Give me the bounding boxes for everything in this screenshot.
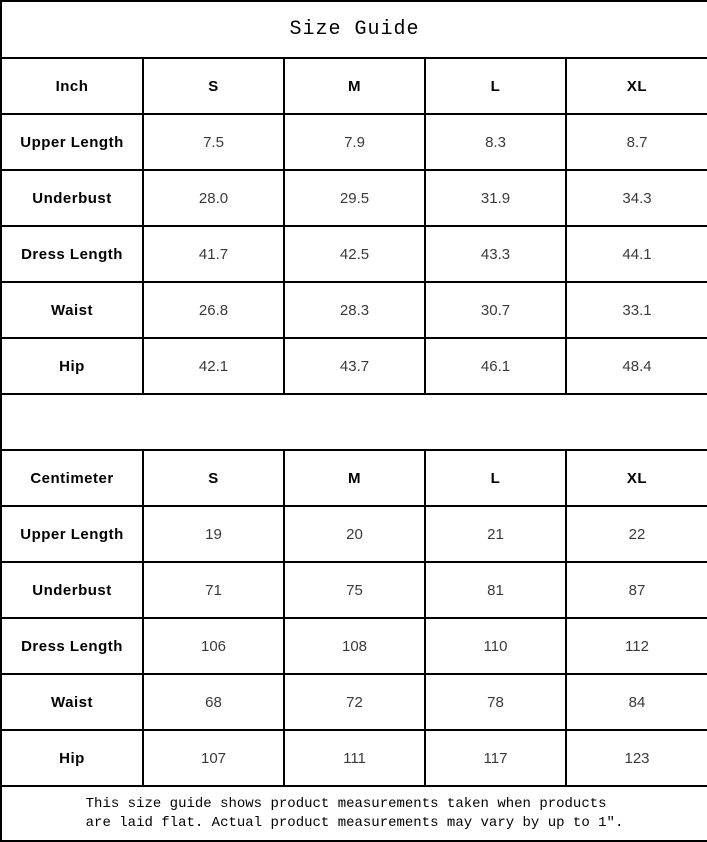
inch-waist-s: 26.8 xyxy=(142,281,285,339)
inch-size-header-l: L xyxy=(424,57,567,115)
cm-hip-l: 117 xyxy=(424,729,567,787)
cm-upper-length-s: 19 xyxy=(142,505,285,563)
cm-hip-m: 111 xyxy=(283,729,426,787)
table-row: Waist 68 72 78 84 xyxy=(0,673,707,731)
inch-size-header-xl: XL xyxy=(565,57,707,115)
inch-dress-length-m: 42.5 xyxy=(283,225,426,283)
cm-waist-xl: 84 xyxy=(565,673,707,731)
cm-size-header-xl: XL xyxy=(565,449,707,507)
cm-underbust-l: 81 xyxy=(424,561,567,619)
cm-waist-m: 72 xyxy=(283,673,426,731)
cm-upper-length-xl: 22 xyxy=(565,505,707,563)
page-title: Size Guide xyxy=(0,0,707,59)
spacer-cell xyxy=(0,393,707,451)
cm-upper-length-m: 20 xyxy=(283,505,426,563)
cm-size-header-m: M xyxy=(283,449,426,507)
cm-dress-length-s: 106 xyxy=(142,617,285,675)
cm-dress-length-xl: 112 xyxy=(565,617,707,675)
footer-note-cell: This size guide shows product measuremen… xyxy=(0,785,707,842)
cm-upper-length-l: 21 xyxy=(424,505,567,563)
table-row: Underbust 71 75 81 87 xyxy=(0,561,707,619)
cm-hip-s: 107 xyxy=(142,729,285,787)
cm-row-label-underbust: Underbust xyxy=(0,561,144,619)
inch-hip-xl: 48.4 xyxy=(565,337,707,395)
cm-size-header-l: L xyxy=(424,449,567,507)
inch-waist-xl: 33.1 xyxy=(565,281,707,339)
inch-row-label-upper-length: Upper Length xyxy=(0,113,144,171)
spacer-row xyxy=(0,393,707,451)
table-row: Dress Length 106 108 110 112 xyxy=(0,617,707,675)
table-row: Waist 26.8 28.3 30.7 33.1 xyxy=(0,281,707,339)
inch-row-label-waist: Waist xyxy=(0,281,144,339)
cm-dress-length-m: 108 xyxy=(283,617,426,675)
footer-note-line1: This size guide shows product measuremen… xyxy=(85,795,607,812)
inch-underbust-xl: 34.3 xyxy=(565,169,707,227)
inch-row-label-hip: Hip xyxy=(0,337,144,395)
cm-row-label-upper-length: Upper Length xyxy=(0,505,144,563)
inch-size-header-s: S xyxy=(142,57,285,115)
cm-waist-s: 68 xyxy=(142,673,285,731)
cm-underbust-s: 71 xyxy=(142,561,285,619)
cm-unit-header: Centimeter xyxy=(0,449,144,507)
inch-upper-length-xl: 8.7 xyxy=(565,113,707,171)
inch-underbust-m: 29.5 xyxy=(283,169,426,227)
cm-hip-xl: 123 xyxy=(565,729,707,787)
inch-row-label-dress-length: Dress Length xyxy=(0,225,144,283)
inch-hip-l: 46.1 xyxy=(424,337,567,395)
cm-row-label-dress-length: Dress Length xyxy=(0,617,144,675)
inch-unit-header: Inch xyxy=(0,57,144,115)
inch-hip-m: 43.7 xyxy=(283,337,426,395)
cm-row-label-waist: Waist xyxy=(0,673,144,731)
inch-upper-length-m: 7.9 xyxy=(283,113,426,171)
cm-underbust-xl: 87 xyxy=(565,561,707,619)
footer-note: This size guide shows product measuremen… xyxy=(86,795,624,833)
inch-size-header-m: M xyxy=(283,57,426,115)
cm-row-label-hip: Hip xyxy=(0,729,144,787)
table-row: Dress Length 41.7 42.5 43.3 44.1 xyxy=(0,225,707,283)
inch-dress-length-xl: 44.1 xyxy=(565,225,707,283)
table-row: Hip 107 111 117 123 xyxy=(0,729,707,787)
footer-note-line2: are laid flat. Actual product measuremen… xyxy=(85,814,624,831)
inch-hip-s: 42.1 xyxy=(142,337,285,395)
inch-row-label-underbust: Underbust xyxy=(0,169,144,227)
inch-underbust-l: 31.9 xyxy=(424,169,567,227)
inch-header-row: Inch S M L XL xyxy=(0,57,707,115)
table-row: Hip 42.1 43.7 46.1 48.4 xyxy=(0,337,707,395)
inch-underbust-s: 28.0 xyxy=(142,169,285,227)
table-row: Underbust 28.0 29.5 31.9 34.3 xyxy=(0,169,707,227)
title-row: Size Guide xyxy=(0,0,707,59)
inch-waist-m: 28.3 xyxy=(283,281,426,339)
table-row: Upper Length 19 20 21 22 xyxy=(0,505,707,563)
cm-size-header-s: S xyxy=(142,449,285,507)
cm-header-row: Centimeter S M L XL xyxy=(0,449,707,507)
inch-dress-length-l: 43.3 xyxy=(424,225,567,283)
inch-upper-length-l: 8.3 xyxy=(424,113,567,171)
footer-row: This size guide shows product measuremen… xyxy=(0,785,707,842)
inch-upper-length-s: 7.5 xyxy=(142,113,285,171)
cm-underbust-m: 75 xyxy=(283,561,426,619)
inch-waist-l: 30.7 xyxy=(424,281,567,339)
cm-dress-length-l: 110 xyxy=(424,617,567,675)
cm-waist-l: 78 xyxy=(424,673,567,731)
inch-dress-length-s: 41.7 xyxy=(142,225,285,283)
table-row: Upper Length 7.5 7.9 8.3 8.7 xyxy=(0,113,707,171)
